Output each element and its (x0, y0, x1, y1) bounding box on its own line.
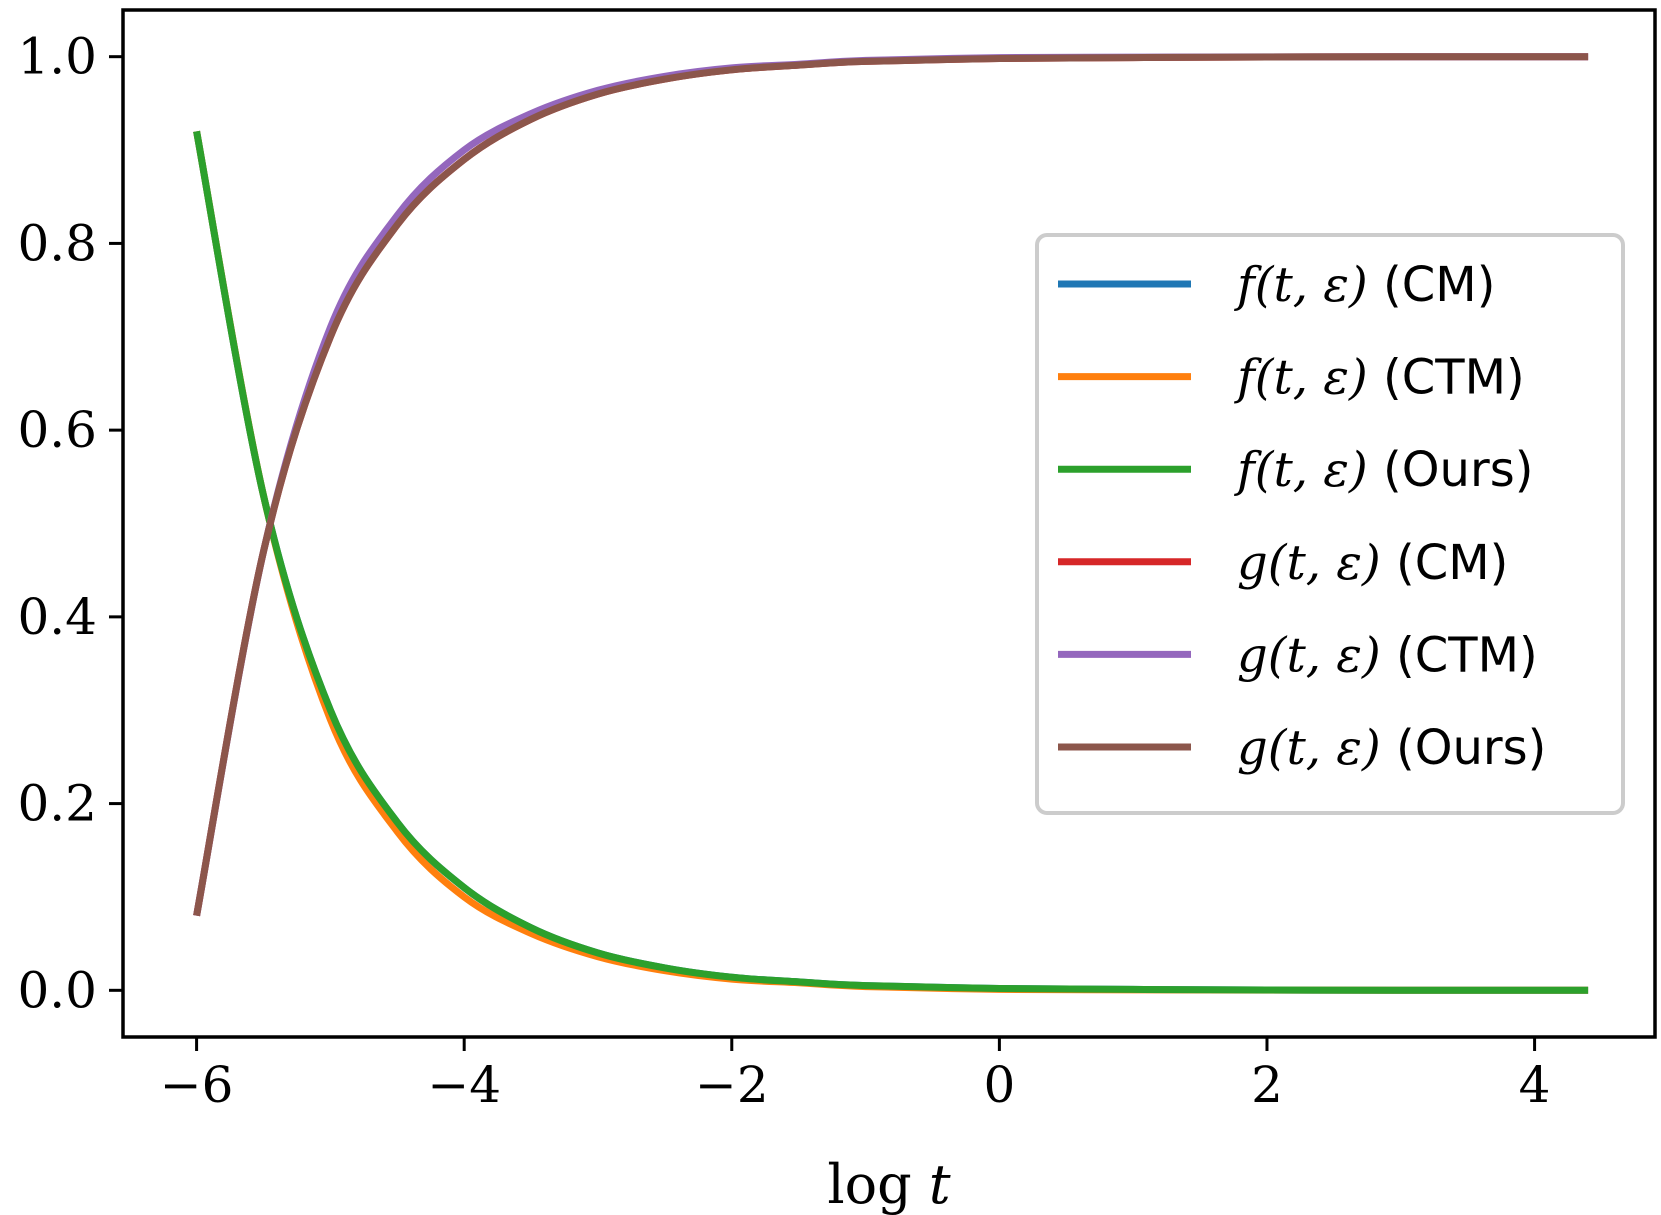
legend-label: f(t, ε) (CM) (1234, 257, 1495, 313)
series-line-5-g-t-ours (193, 53, 1589, 917)
y-tick-label: 0.6 (17, 401, 97, 459)
axis-labels: log t (827, 1153, 951, 1215)
plot-frame (121, 8, 1657, 1039)
x-axis: −6 −4 −2 0 2 4 (160, 1037, 1551, 1114)
y-tick-label: 1.0 (17, 28, 97, 86)
legend-label: f(t, ε) (CTM) (1234, 350, 1525, 406)
legend-label: g(t, ε) (CTM) (1237, 627, 1538, 683)
y-tick-label: 0.0 (17, 961, 97, 1019)
x-tick-label: 2 (1251, 1056, 1283, 1114)
x-axis-label: log t (827, 1153, 951, 1215)
legend-label: g(t, ε) (Ours) (1237, 720, 1546, 776)
x-tick-label: 0 (983, 1056, 1015, 1114)
x-tick-label: 4 (1519, 1056, 1551, 1114)
series-lines (193, 53, 1589, 994)
series-line-2-f-t-ours (193, 130, 1589, 994)
y-tick-label: 0.8 (17, 214, 97, 272)
legend: f(t, ε) (CM) f(t, ε) (CTM) f(t, ε) (Ours) g… (1035, 233, 1625, 815)
y-axis: 0.0 0.2 0.4 0.6 0.8 1.0 (17, 28, 123, 1019)
y-tick-label: 0.4 (17, 588, 97, 646)
x-tick-label: −2 (695, 1056, 769, 1114)
y-tick-label: 0.2 (17, 775, 97, 833)
x-tick-label: −6 (160, 1056, 234, 1114)
legend-label: g(t, ε) (CM) (1237, 535, 1508, 591)
legend-label: f(t, ε) (Ours) (1234, 442, 1533, 498)
x-tick-label: −4 (427, 1056, 501, 1114)
